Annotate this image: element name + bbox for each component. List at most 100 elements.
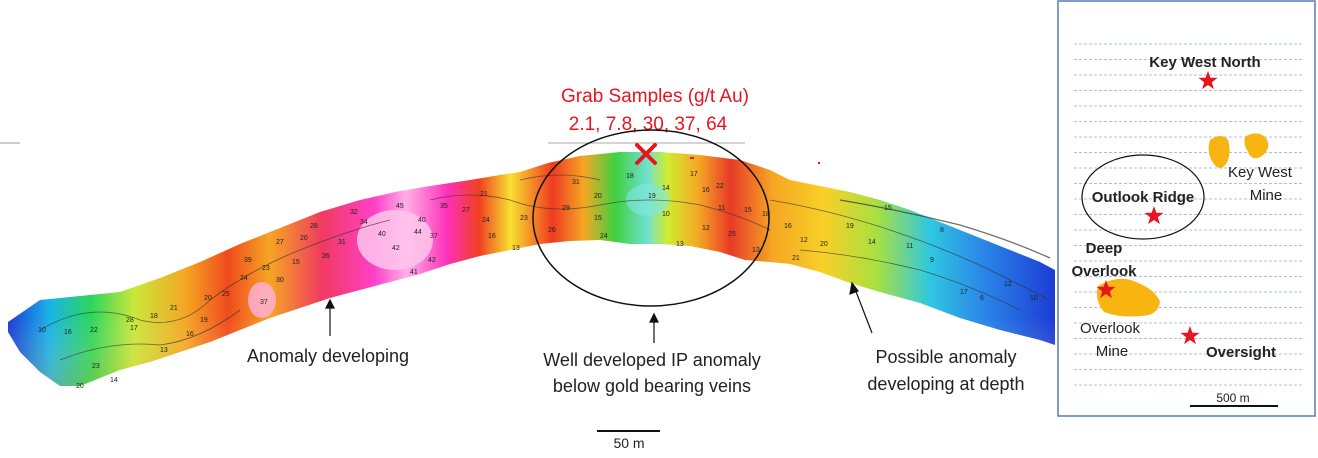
contour-value: 10 (1030, 295, 1038, 302)
contour-value: 28 (126, 317, 134, 324)
annotation-possible-line2: developing at depth (867, 374, 1024, 394)
contour-value: 21 (170, 305, 178, 312)
star-icon (1198, 71, 1218, 90)
inset-scale-label: 500 m (1216, 391, 1249, 405)
grab-samples-values: 2.1, 7.8, 30, 37, 64 (569, 114, 728, 135)
contour-value: 19 (648, 193, 656, 200)
label-key-west-north: Key West North (1149, 54, 1260, 71)
inset-map: Key West North Key West Mine Outlook Rid… (1057, 0, 1316, 417)
contour-value: 32 (350, 209, 358, 216)
contour-value: 16 (702, 187, 710, 194)
contour-value: 18 (762, 211, 770, 218)
contour-value: 8 (940, 227, 944, 234)
star-icon (1096, 280, 1116, 299)
contour-value: 17 (960, 289, 968, 296)
contour-value: 18 (150, 313, 158, 320)
ip-section: 10 16 22 23 20 14 17 13 18 16 19 28 21 20 25 24 30 37 39 23… (8, 152, 1055, 390)
contour-value: 13 (160, 347, 168, 354)
contour-value: 20 (820, 241, 828, 248)
contour-labels: 10 16 22 23 20 14 17 13 18 16 19 28 21 20 25 24 30 37 39 23… (38, 171, 1038, 390)
label-deep-overlook-line1: Deep (1086, 240, 1123, 257)
contour-value: 26 (322, 253, 330, 260)
contour-value: 27 (276, 239, 284, 246)
contour-value: 40 (378, 231, 386, 238)
mine-footprint (1244, 133, 1269, 159)
contour-value: 20 (204, 295, 212, 302)
contour-value: 15 (594, 215, 602, 222)
contour-value: 22 (716, 183, 724, 190)
anomaly-blob (248, 282, 276, 318)
contour-value: 10 (662, 211, 670, 218)
contour-value: 26 (548, 227, 556, 234)
contour-value: 28 (310, 223, 318, 230)
contour-value: 24 (482, 217, 490, 224)
mine-footprint (1208, 136, 1230, 168)
contour-value: 16 (186, 331, 194, 338)
grab-samples-title: Grab Samples (g/t Au) (561, 86, 749, 107)
contour-value: 14 (662, 185, 670, 192)
contour-value: 25 (222, 291, 230, 298)
contour-value: 12 (702, 225, 710, 232)
contour-value: 22 (90, 327, 98, 334)
sample-cross-icon (635, 143, 657, 165)
contour-value: 44 (414, 229, 422, 236)
annotation-well-developed-line1: Well developed IP anomaly (543, 350, 760, 370)
label-outlook-ridge: Outlook Ridge (1092, 189, 1195, 206)
contour-value: 17 (130, 325, 138, 332)
contour-value: 23 (262, 265, 270, 272)
contour-value: 15 (292, 259, 300, 266)
contour-value: 16 (64, 329, 72, 336)
contour-value: 19 (846, 223, 854, 230)
contour-value: 16 (488, 233, 496, 240)
arrow-icon (325, 298, 335, 336)
contour-value: 42 (428, 257, 436, 264)
contour-value: 35 (440, 203, 448, 210)
label-overlook-mine-line2: Mine (1096, 343, 1129, 360)
label-overlook-mine-line1: Overlook (1080, 320, 1141, 337)
contour-value: 15 (744, 207, 752, 214)
contour-value: 14 (868, 239, 876, 246)
contour-value: 9 (930, 257, 934, 264)
contour-value: 29 (562, 205, 570, 212)
label-oversight: Oversight (1206, 344, 1276, 361)
contour-value: 16 (784, 223, 792, 230)
contour-value: 13 (752, 247, 760, 254)
contour-value: 45 (396, 203, 404, 210)
contour-value: 12 (800, 237, 808, 244)
contour-value: 24 (600, 233, 608, 240)
contour-value: 19 (200, 317, 208, 324)
label-key-west-mine-line1: Key West (1228, 164, 1293, 181)
contour-value: 31 (338, 239, 346, 246)
annotation-possible-line1: Possible anomaly (875, 347, 1016, 367)
contour-lines (39, 174, 1051, 361)
star-icon (1144, 206, 1164, 225)
contour-value: 37 (430, 233, 438, 240)
arrow-icon (849, 281, 873, 334)
contour-value: 12 (1004, 281, 1012, 288)
contour-value: 40 (418, 217, 426, 224)
star-icon (1180, 326, 1200, 345)
contour-value: 15 (884, 205, 892, 212)
label-key-west-mine-line2: Mine (1250, 187, 1283, 204)
contour-value: 10 (38, 327, 46, 334)
contour-value: 30 (276, 277, 284, 284)
contour-value: 11 (906, 243, 913, 250)
contour-value: 17 (690, 171, 698, 178)
contour-value: 21 (480, 191, 488, 198)
annotation-well-developed-line2: below gold bearing veins (553, 376, 751, 396)
contour-value: 13 (676, 241, 684, 248)
contour-value: 23 (92, 363, 100, 370)
arrow-icon (649, 312, 659, 343)
annotation-anomaly-developing: Anomaly developing (247, 346, 409, 366)
contour-value: 20 (594, 193, 602, 200)
contour-value: 31 (572, 179, 580, 186)
contour-value: 34 (360, 219, 368, 226)
contour-value: 37 (260, 299, 268, 306)
section-scale-label: 50 m (613, 435, 644, 451)
label-deep-overlook-line2: Overlook (1071, 263, 1137, 280)
contour-value: 21 (792, 255, 800, 262)
contour-value: 14 (110, 377, 118, 384)
anomaly-blob (357, 210, 433, 270)
inset-frame (1057, 0, 1316, 417)
